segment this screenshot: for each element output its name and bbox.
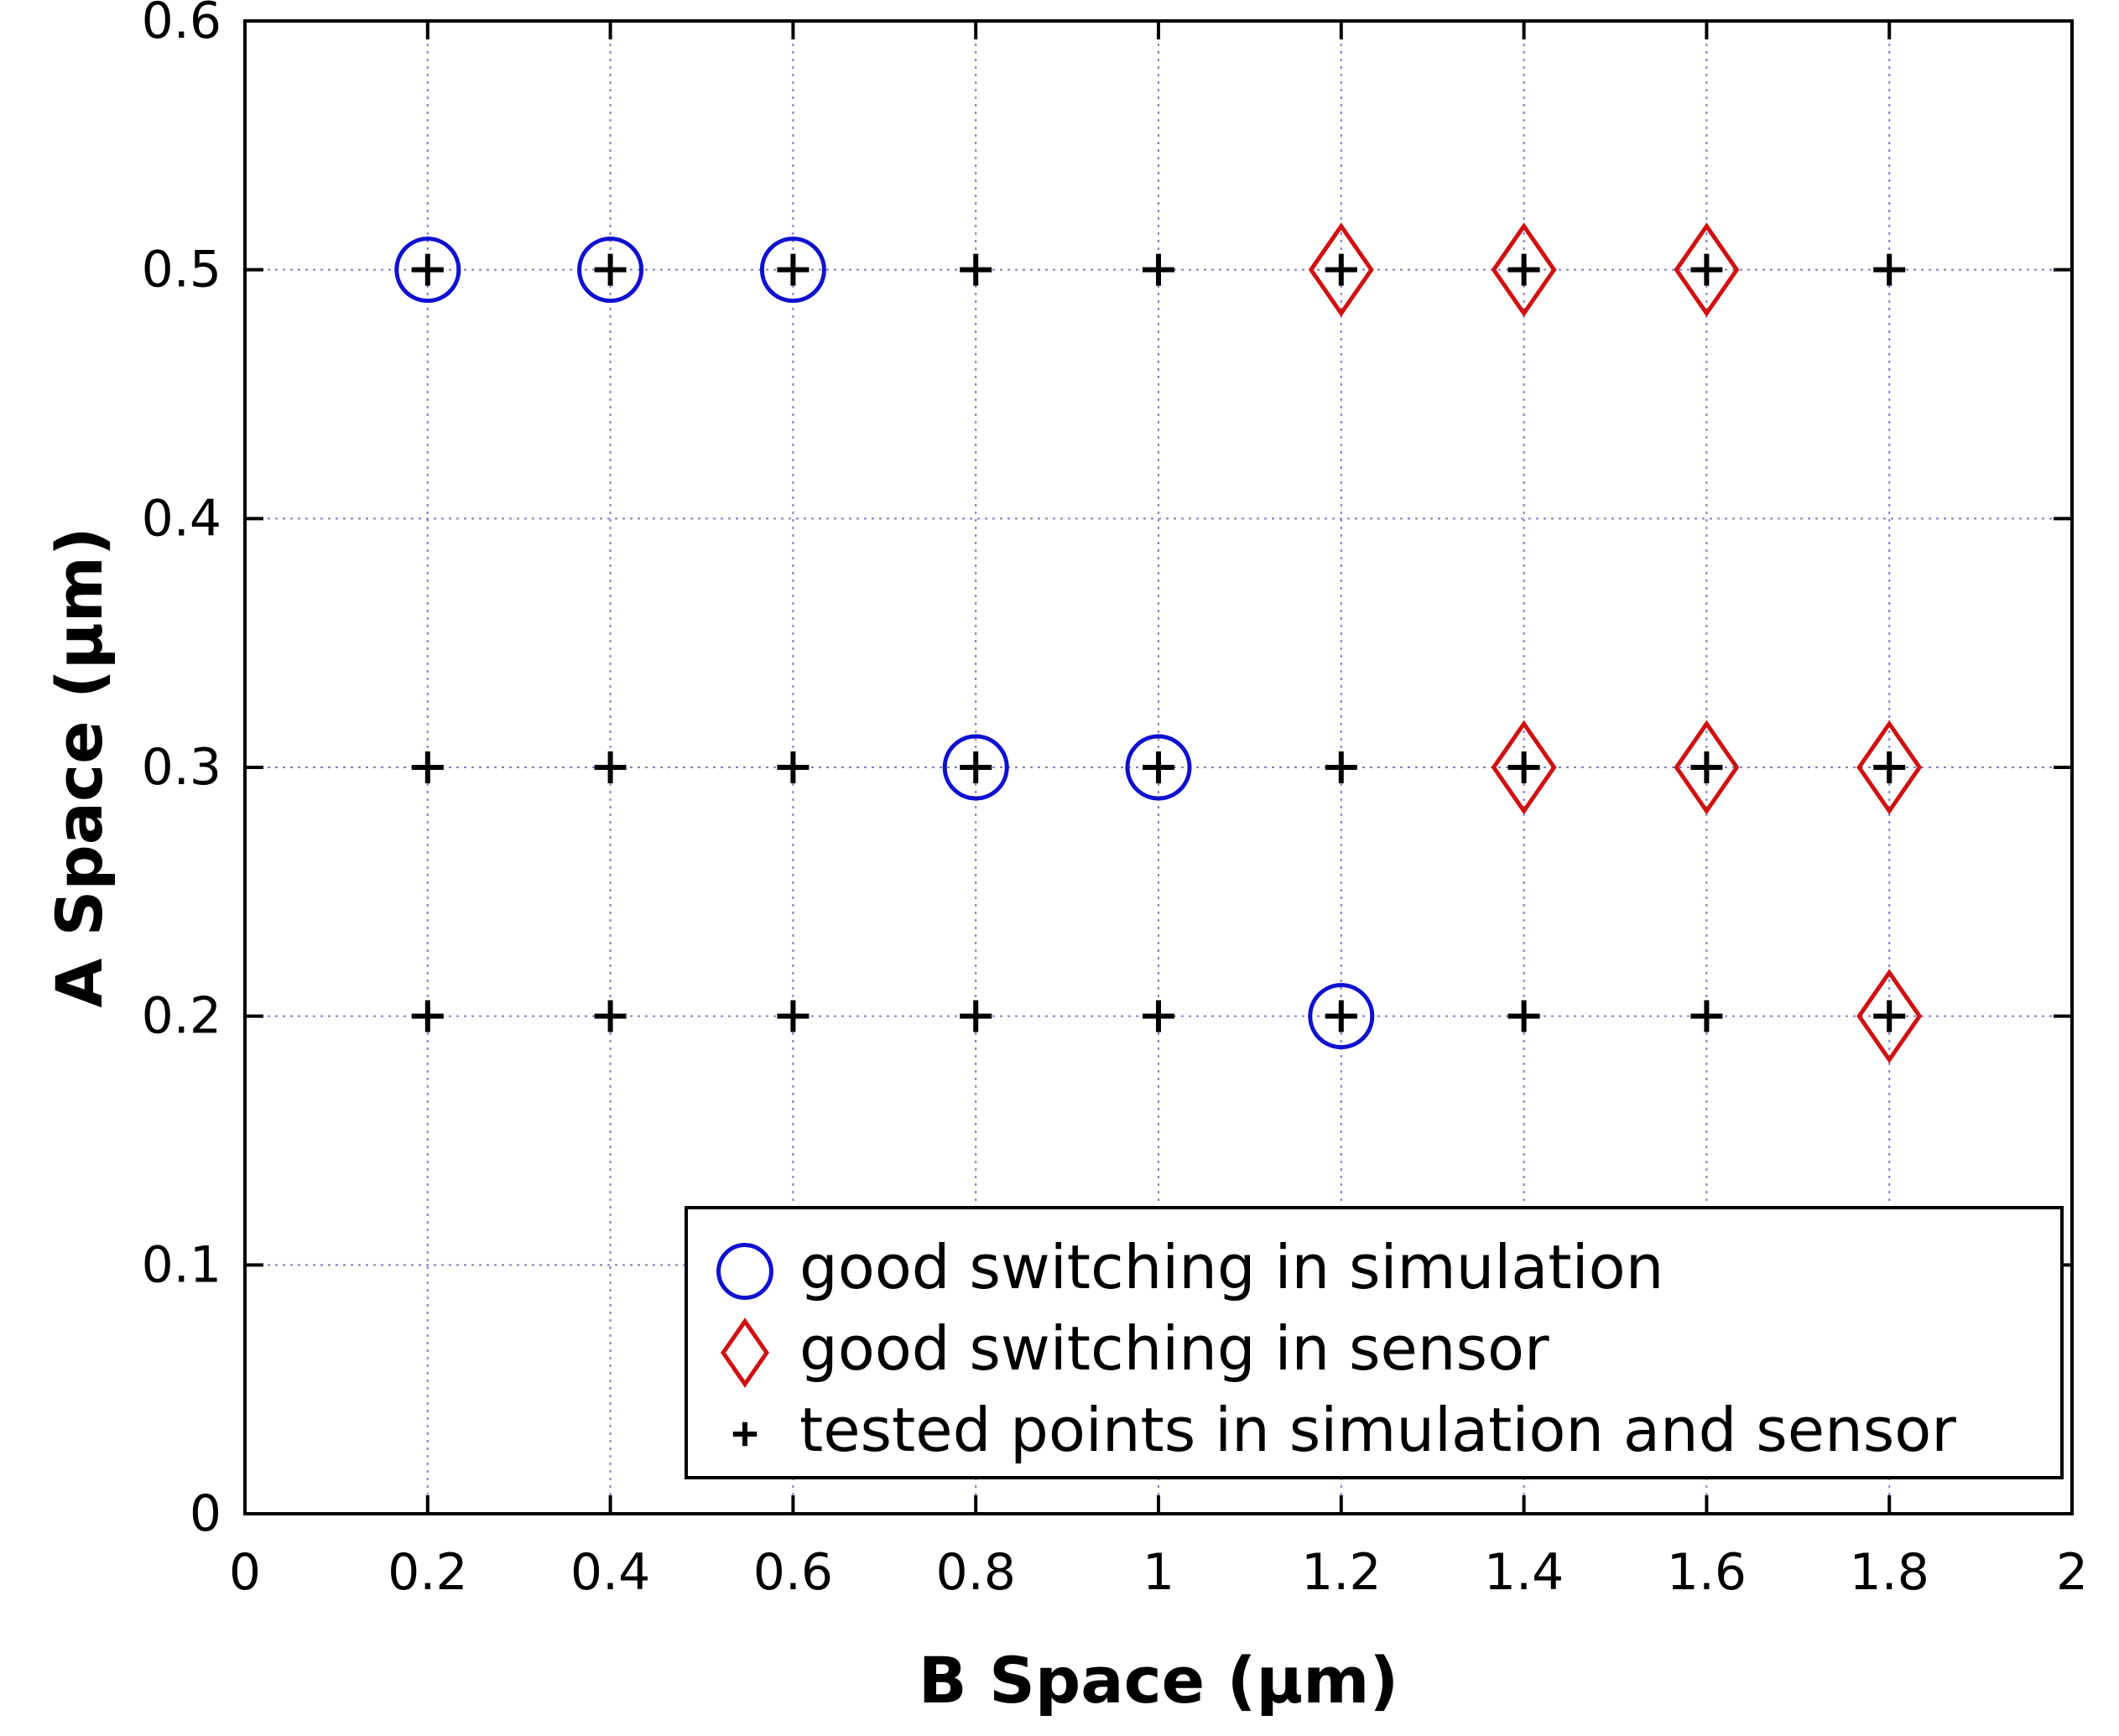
plus-marker xyxy=(411,751,444,783)
plus-marker xyxy=(777,253,810,286)
y-tick-label: 0.1 xyxy=(142,1235,221,1294)
plus-marker xyxy=(594,253,627,286)
series-circle xyxy=(394,236,1375,1050)
plus-marker xyxy=(1507,751,1540,783)
plus-marker xyxy=(732,1422,758,1447)
plus-marker xyxy=(594,1000,627,1032)
circle-marker xyxy=(1125,734,1192,801)
plus-marker xyxy=(1325,751,1357,783)
legend-entry: good switching in simulation xyxy=(716,1232,1663,1302)
plus-marker xyxy=(1325,253,1357,286)
y-tick-label: 0.2 xyxy=(142,987,221,1046)
circle-marker xyxy=(759,236,826,304)
plus-marker xyxy=(1143,1000,1174,1032)
x-tick-label: 0.4 xyxy=(570,1543,650,1602)
legend-label: good switching in sensor xyxy=(799,1313,1549,1384)
x-tick-label: 0.6 xyxy=(753,1543,833,1602)
diamond-marker xyxy=(1491,720,1557,815)
plus-marker xyxy=(411,253,444,286)
plus-marker xyxy=(960,751,992,783)
x-tick-label: 1.2 xyxy=(1301,1543,1381,1602)
x-tick-label: 1.8 xyxy=(1849,1543,1929,1602)
diamond-marker xyxy=(1674,222,1740,318)
legend-entry: good switching in sensor xyxy=(721,1313,1549,1388)
diamond-marker xyxy=(1856,720,1923,815)
circle-marker xyxy=(716,1243,773,1300)
y-tick-label: 0.5 xyxy=(142,241,221,299)
plus-marker xyxy=(1325,1000,1357,1032)
series-diamond xyxy=(1308,222,1923,1064)
plus-marker xyxy=(1690,1000,1723,1032)
diamond-marker xyxy=(721,1318,769,1388)
x-tick-label: 1 xyxy=(1143,1543,1174,1602)
plus-marker xyxy=(411,1000,444,1032)
diamond-marker xyxy=(1856,969,1923,1064)
diamond-marker xyxy=(1308,222,1374,318)
legend: good switching in simulation good switchi… xyxy=(685,1206,2064,1479)
plus-marker xyxy=(1143,253,1174,286)
y-tick-label: 0.3 xyxy=(142,738,221,797)
x-tick-label: 0.8 xyxy=(935,1543,1015,1602)
x-tick-label: 0.2 xyxy=(388,1543,467,1602)
x-tick-label: 0 xyxy=(229,1543,261,1602)
diamond-marker xyxy=(1674,720,1740,815)
plus-marker xyxy=(1873,253,1906,286)
markers xyxy=(394,222,1923,1064)
plus-marker xyxy=(1690,253,1723,286)
plus-marker xyxy=(1873,751,1906,783)
plot-frame xyxy=(243,19,2074,1515)
legend-entry: tested points in simulation and sensor xyxy=(732,1395,1956,1465)
y-tick-label: 0 xyxy=(190,1484,221,1543)
x-tick-label: 2 xyxy=(2056,1543,2088,1602)
plus-marker xyxy=(777,1000,810,1032)
x-tick-label: 1.6 xyxy=(1667,1543,1747,1602)
diamond-marker xyxy=(1491,222,1557,318)
plus-marker xyxy=(1143,751,1174,783)
y-tick-label: 0.4 xyxy=(142,489,221,548)
circle-marker xyxy=(577,236,644,304)
plus-marker xyxy=(960,1000,992,1032)
plus-marker xyxy=(777,751,810,783)
circle-marker xyxy=(394,236,461,304)
y-axis-title: A Space (µm) xyxy=(42,527,117,1007)
plus-marker xyxy=(1507,253,1540,286)
plus-marker xyxy=(1690,751,1723,783)
plus-marker xyxy=(960,253,992,286)
plus-marker xyxy=(1873,1000,1906,1032)
circle-marker xyxy=(942,734,1009,801)
y-tick-label: 0.6 xyxy=(142,0,221,50)
ticks xyxy=(243,19,2074,1515)
plus-marker xyxy=(594,751,627,783)
x-tick-label: 1.4 xyxy=(1484,1543,1564,1602)
plus-marker xyxy=(1507,1000,1540,1032)
legend-label: tested points in simulation and sensor xyxy=(799,1395,1956,1465)
circle-marker xyxy=(1308,983,1375,1050)
x-axis-title: B Space (µm) xyxy=(919,1643,1398,1718)
tick-labels: 0 0.2 0.4 0.6 0.8 1 1.2 1.4 1.6 1.8 2 0 0.1 0.2 0.3 0.4… xyxy=(142,0,2089,1602)
legend-box xyxy=(685,1206,2064,1479)
legend-label: good switching in simulation xyxy=(799,1232,1663,1302)
series-plus xyxy=(411,253,1906,1032)
